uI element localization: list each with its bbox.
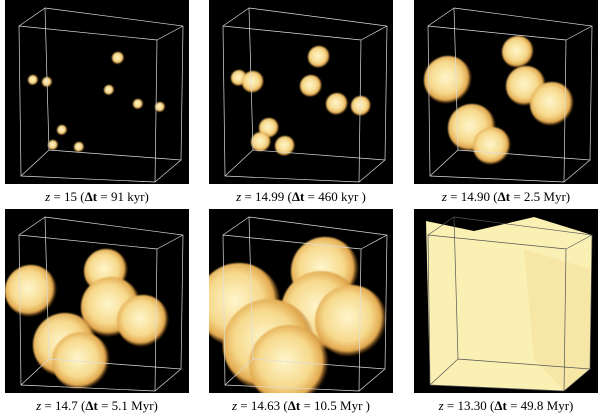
bubble xyxy=(133,99,143,109)
caption-part: = 5.1 Myr) xyxy=(97,398,158,413)
bubble xyxy=(424,56,472,104)
bubble xyxy=(315,285,387,357)
caption-part: z xyxy=(36,398,42,413)
caption-part: Δt xyxy=(85,398,98,413)
caption-part: z xyxy=(236,189,242,204)
bubble xyxy=(52,332,110,390)
caption: z = 14.63 (Δt = 10.5 Myr ) xyxy=(201,398,401,414)
render xyxy=(426,216,593,392)
bubble xyxy=(74,142,84,152)
caption-part: = 91 kyr) xyxy=(97,189,149,204)
caption-part: Δt xyxy=(291,189,305,204)
bubble xyxy=(242,71,264,93)
wireframe xyxy=(222,216,388,392)
bubble xyxy=(473,127,511,165)
caption-part: = 2.5 Myr) xyxy=(510,189,571,204)
bubble xyxy=(308,46,330,68)
wireframe xyxy=(18,216,184,392)
render-panel xyxy=(209,0,393,184)
render xyxy=(197,216,388,405)
bubble xyxy=(117,295,169,347)
caption-part: = 49.8 Myr) xyxy=(506,398,574,413)
bubble xyxy=(251,132,271,152)
bubble xyxy=(5,265,57,317)
caption-part: Δt xyxy=(497,189,511,204)
bubble xyxy=(530,82,574,126)
caption-part: = 10.5 Myr ) xyxy=(300,398,371,413)
caption-part: z xyxy=(441,189,447,204)
render-panel xyxy=(197,209,393,405)
bubble xyxy=(351,96,371,116)
render xyxy=(18,7,184,183)
bubble xyxy=(275,136,295,156)
bubble xyxy=(326,93,348,115)
render-panel xyxy=(414,0,598,184)
caption: z = 13.30 (Δt = 49.8 Myr) xyxy=(406,398,600,414)
volume-shade xyxy=(524,249,590,391)
caption-part: z xyxy=(231,398,238,413)
caption-part: z xyxy=(45,189,51,204)
render xyxy=(424,7,593,183)
caption-part: = 13.30 ( xyxy=(443,398,495,413)
caption-part: Δt xyxy=(494,398,507,413)
bubble xyxy=(112,52,124,64)
render-panel xyxy=(414,209,598,393)
wireframe xyxy=(222,7,388,183)
caption-part: = 14.7 ( xyxy=(41,398,86,413)
wireframe xyxy=(427,7,593,183)
bubble xyxy=(300,75,322,97)
caption-part: = 460 kyr ) xyxy=(304,189,366,204)
caption: z = 15 (Δt = 91 kyr) xyxy=(0,189,197,205)
bubble xyxy=(28,75,38,85)
render xyxy=(5,216,184,392)
caption-part: = 15 ( xyxy=(50,189,85,204)
bubble xyxy=(249,325,329,405)
render-panel xyxy=(5,0,189,184)
caption-part: Δt xyxy=(84,189,98,204)
bubble xyxy=(57,125,67,135)
bubble xyxy=(48,140,58,150)
caption: z = 14.99 (Δt = 460 kyr ) xyxy=(201,189,401,205)
caption-part: = 14.90 ( xyxy=(446,189,498,204)
bubble xyxy=(155,102,165,112)
caption: z = 14.7 (Δt = 5.1 Myr) xyxy=(0,398,197,414)
caption: z = 14.90 (Δt = 2.5 Myr) xyxy=(406,189,600,205)
render-panel xyxy=(5,209,189,393)
bubble xyxy=(502,36,534,68)
caption-part: Δt xyxy=(287,398,301,413)
caption-part: = 14.99 ( xyxy=(241,189,292,204)
wireframe xyxy=(427,216,593,392)
bubble xyxy=(104,85,114,95)
caption-part: = 14.63 ( xyxy=(237,398,288,413)
render xyxy=(222,7,388,183)
caption-part: z xyxy=(438,398,444,413)
wireframe xyxy=(18,7,184,183)
